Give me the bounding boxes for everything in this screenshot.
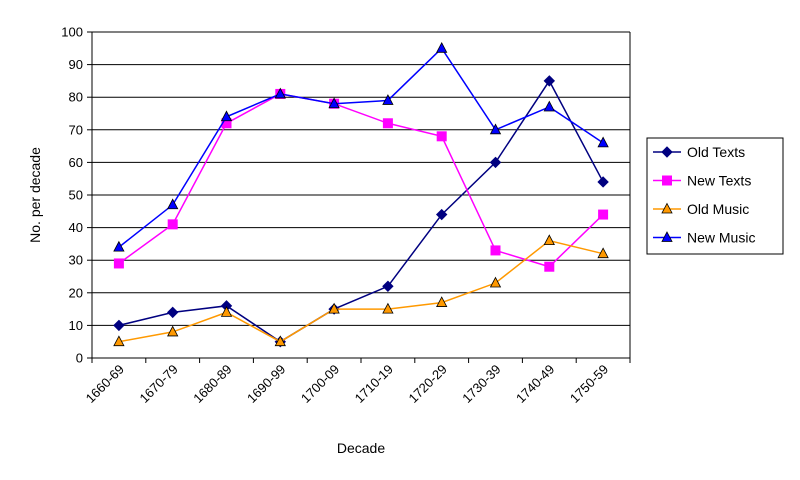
x-tick-labels: 1660-69 1670-79 1680-89 1690-99 1700-09 1710-… — [83, 362, 612, 406]
data-point-marker — [436, 41, 448, 53]
x-tick-label: 1700-09 — [298, 362, 342, 406]
data-point-marker — [543, 100, 555, 112]
series-new-texts — [113, 88, 609, 272]
y-tick-label: 100 — [61, 25, 83, 40]
x-tick-label: 1720-29 — [405, 362, 449, 406]
gridlines — [92, 31, 630, 326]
y-tick-label: 50 — [69, 188, 83, 203]
x-tick-label: 1740-49 — [513, 362, 557, 406]
data-point-marker — [597, 136, 609, 148]
y-tick-label: 40 — [69, 220, 83, 235]
series-line — [118, 239, 604, 343]
x-tick-label: 1670-79 — [136, 362, 180, 406]
data-point-marker — [382, 302, 394, 314]
x-tick-label: 1730-39 — [459, 362, 503, 406]
data-point-marker — [167, 219, 178, 230]
y-tick-label: 10 — [69, 318, 83, 333]
legend-box — [646, 137, 784, 255]
axes — [87, 31, 631, 363]
data-point-marker — [167, 198, 179, 210]
legend-marker — [661, 202, 673, 214]
data-point-marker — [220, 110, 233, 122]
x-tick-label: 1690-99 — [244, 362, 288, 406]
data-point-marker — [544, 261, 555, 272]
data-point-marker — [382, 118, 393, 129]
data-point-marker — [436, 296, 448, 307]
data-point-marker — [274, 87, 286, 99]
data-point-marker — [382, 280, 394, 292]
data-point-marker — [167, 325, 179, 337]
data-point-marker — [543, 234, 555, 246]
data-point-marker — [543, 75, 556, 87]
data-point-marker — [113, 319, 125, 332]
series-line — [118, 79, 604, 343]
data-point-marker — [489, 123, 502, 135]
data-point-marker — [113, 335, 125, 347]
legend-marker — [661, 231, 673, 242]
x-tick-label: 1710-19 — [352, 362, 396, 406]
series-new-music — [113, 41, 609, 252]
legend-marker — [662, 175, 672, 186]
y-tick-label: 90 — [69, 57, 83, 72]
legend-label: New Texts — [687, 173, 751, 189]
legend: Old Texts New Texts Old Music New Music — [646, 137, 784, 255]
x-axis-title: Decade — [337, 440, 385, 456]
legend-marker — [661, 146, 673, 158]
data-point-marker — [166, 306, 179, 319]
data-point-marker — [489, 276, 502, 288]
y-tick-label: 70 — [69, 122, 83, 137]
data-point-marker — [113, 240, 125, 252]
y-tick-label: 20 — [69, 285, 83, 300]
series-line — [118, 47, 604, 248]
y-tick-label: 60 — [69, 155, 83, 170]
series-lines — [113, 41, 609, 348]
data-point-marker — [328, 302, 340, 314]
legend-label: Old Music — [687, 201, 749, 217]
legend-label: Old Texts — [687, 144, 745, 160]
data-point-marker — [597, 247, 609, 259]
x-tick-label: 1660-69 — [83, 362, 127, 406]
data-point-marker — [489, 156, 502, 169]
x-tick-label: 1750-59 — [567, 362, 611, 406]
y-tick-label: 0 — [76, 351, 83, 366]
data-point-marker — [490, 245, 501, 256]
data-point-marker — [274, 335, 286, 347]
data-point-marker — [598, 209, 609, 220]
data-point-marker — [113, 258, 124, 269]
data-point-marker — [436, 131, 447, 142]
data-point-marker — [220, 306, 233, 317]
data-point-marker — [597, 176, 609, 188]
y-tick-labels: 0 10 20 30 40 50 60 70 80 90 100 — [61, 25, 83, 366]
data-point-marker — [435, 208, 448, 221]
series-old-music — [113, 234, 609, 347]
y-tick-label: 80 — [69, 90, 83, 105]
series-line — [118, 93, 604, 268]
data-point-marker — [328, 97, 340, 109]
series-old-texts — [113, 75, 609, 348]
legend-label: New Music — [687, 230, 755, 246]
y-tick-label: 30 — [69, 253, 83, 268]
data-point-marker — [382, 94, 394, 105]
y-axis-title: No. per decade — [27, 147, 43, 243]
x-tick-label: 1680-89 — [190, 362, 234, 406]
